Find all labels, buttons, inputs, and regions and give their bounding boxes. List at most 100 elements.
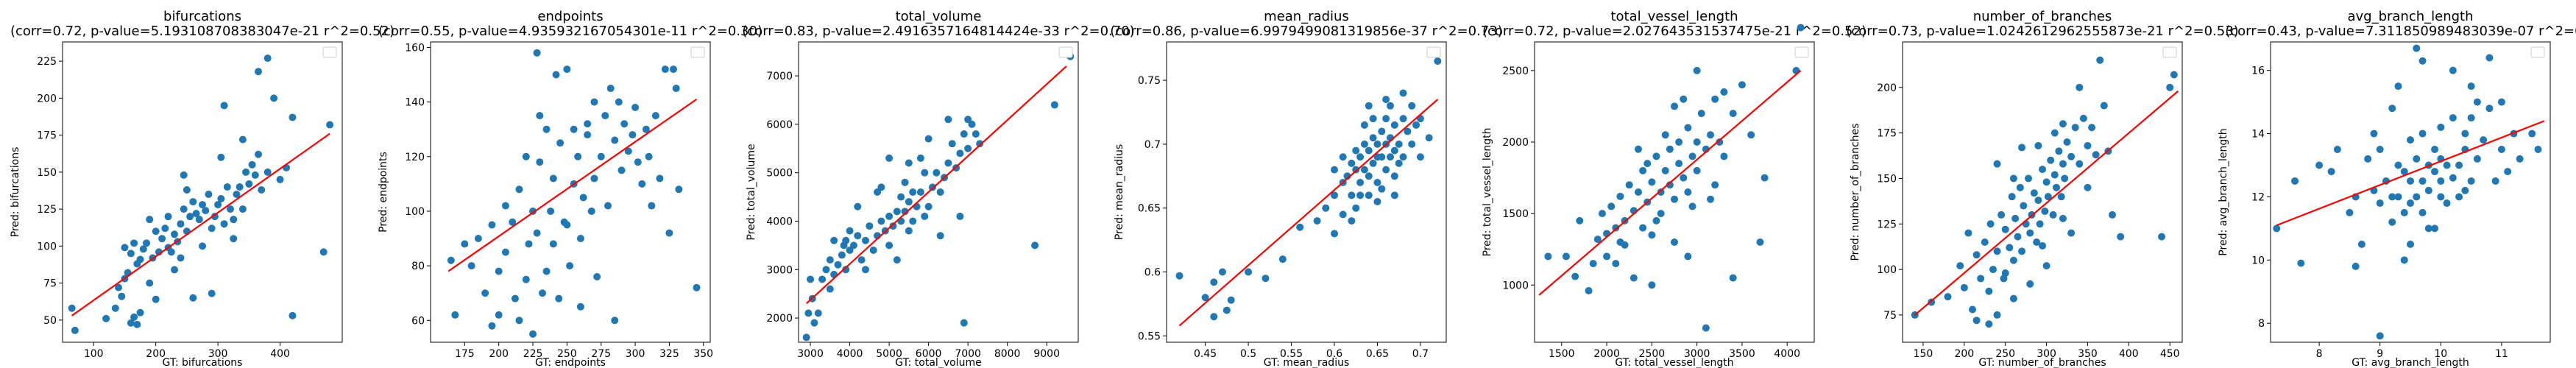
data-point <box>861 266 869 274</box>
data-point <box>1697 110 1705 118</box>
data-point <box>2485 54 2494 62</box>
data-point <box>1210 278 1218 286</box>
data-point <box>549 240 557 248</box>
data-point <box>2315 161 2324 169</box>
data-point <box>576 302 584 311</box>
data-point <box>964 116 972 124</box>
y-axis-label: Pred: bifurcations <box>10 147 21 238</box>
data-point <box>885 241 894 250</box>
y-tick-label: 0.6 <box>1144 267 1161 279</box>
data-point <box>2170 71 2178 79</box>
data-point <box>1399 115 1407 123</box>
data-point <box>533 229 541 237</box>
data-point <box>214 201 222 209</box>
legend <box>690 46 705 58</box>
data-point <box>1390 146 1398 155</box>
data-point <box>556 139 565 147</box>
data-point <box>511 294 519 302</box>
data-point <box>2388 193 2396 201</box>
data-point <box>2297 259 2305 267</box>
data-point <box>1352 166 1360 174</box>
data-point <box>230 235 238 243</box>
data-point <box>826 256 834 264</box>
data-point <box>238 135 247 144</box>
data-point <box>566 262 574 270</box>
data-point <box>909 217 917 225</box>
data-point <box>2018 247 2026 255</box>
data-point <box>1603 252 1611 261</box>
data-point <box>1222 306 1231 314</box>
data-point <box>2071 124 2079 132</box>
data-point <box>810 319 818 327</box>
data-point <box>1585 287 1593 295</box>
data-point <box>1612 224 1620 232</box>
data-point <box>648 202 656 210</box>
data-point <box>189 198 197 206</box>
x-tick-label: 4000 <box>1774 348 1800 360</box>
data-point <box>474 235 482 243</box>
data-point <box>1296 223 1304 231</box>
data-point <box>2418 57 2427 65</box>
chart-title: number_of_branches <box>1973 9 2112 24</box>
x-tick-label: 0.65 <box>1366 348 1389 360</box>
data-point <box>171 230 178 238</box>
data-point <box>2413 193 2421 201</box>
data-point <box>1387 102 1394 110</box>
data-point <box>238 205 247 213</box>
data-point <box>1612 260 1620 268</box>
data-point <box>1175 272 1183 280</box>
data-point <box>2346 208 2354 216</box>
data-point <box>2059 214 2067 222</box>
data-point <box>857 256 866 264</box>
data-point <box>177 254 185 262</box>
data-point <box>1993 160 2001 168</box>
data-point <box>2534 146 2542 154</box>
data-point <box>525 240 533 248</box>
data-point <box>1378 153 1386 161</box>
data-point <box>220 102 228 110</box>
data-point <box>208 289 216 297</box>
y-tick-label: 80 <box>411 261 425 272</box>
data-point <box>501 202 509 210</box>
data-point <box>2327 168 2335 176</box>
data-point <box>642 125 650 133</box>
data-point <box>1716 138 1724 146</box>
data-point <box>236 183 244 191</box>
data-point <box>2388 218 2396 226</box>
chart-panel-number_of_branches: number_of_branches(corr=0.73, p-value=1.… <box>1846 9 2238 368</box>
data-point <box>161 224 169 233</box>
data-point <box>2418 208 2427 216</box>
data-point <box>661 66 669 74</box>
data-point <box>1707 131 1715 139</box>
data-point <box>2001 269 2009 277</box>
data-point <box>905 198 913 206</box>
y-tick-label: 0.55 <box>1138 330 1161 342</box>
data-point <box>270 94 278 102</box>
data-point <box>2455 193 2463 201</box>
data-point <box>842 236 850 244</box>
data-point <box>905 227 913 235</box>
y-tick-label: 2500 <box>1502 66 1529 77</box>
fit-line <box>71 132 330 316</box>
data-point <box>2008 193 2016 201</box>
data-point <box>2100 102 2108 110</box>
data-point <box>1684 188 1692 196</box>
data-point <box>909 188 917 196</box>
data-point <box>195 216 203 224</box>
fit-line <box>805 66 1067 305</box>
data-point <box>1693 166 1701 174</box>
data-point <box>183 185 191 194</box>
data-point <box>944 159 952 167</box>
data-point <box>2449 174 2457 182</box>
chart-subtitle: (corr=0.72, p-value=5.193108708383047e-2… <box>10 24 394 39</box>
y-tick-label: 2000 <box>766 313 793 325</box>
data-point <box>2394 161 2402 169</box>
y-tick-label: 75 <box>1883 310 1897 322</box>
data-point <box>631 104 640 112</box>
data-point <box>1331 230 1338 238</box>
data-point <box>326 121 334 129</box>
x-tick-label: 0.45 <box>1194 348 1217 360</box>
data-point <box>2044 193 2052 201</box>
data-point <box>2437 193 2445 201</box>
